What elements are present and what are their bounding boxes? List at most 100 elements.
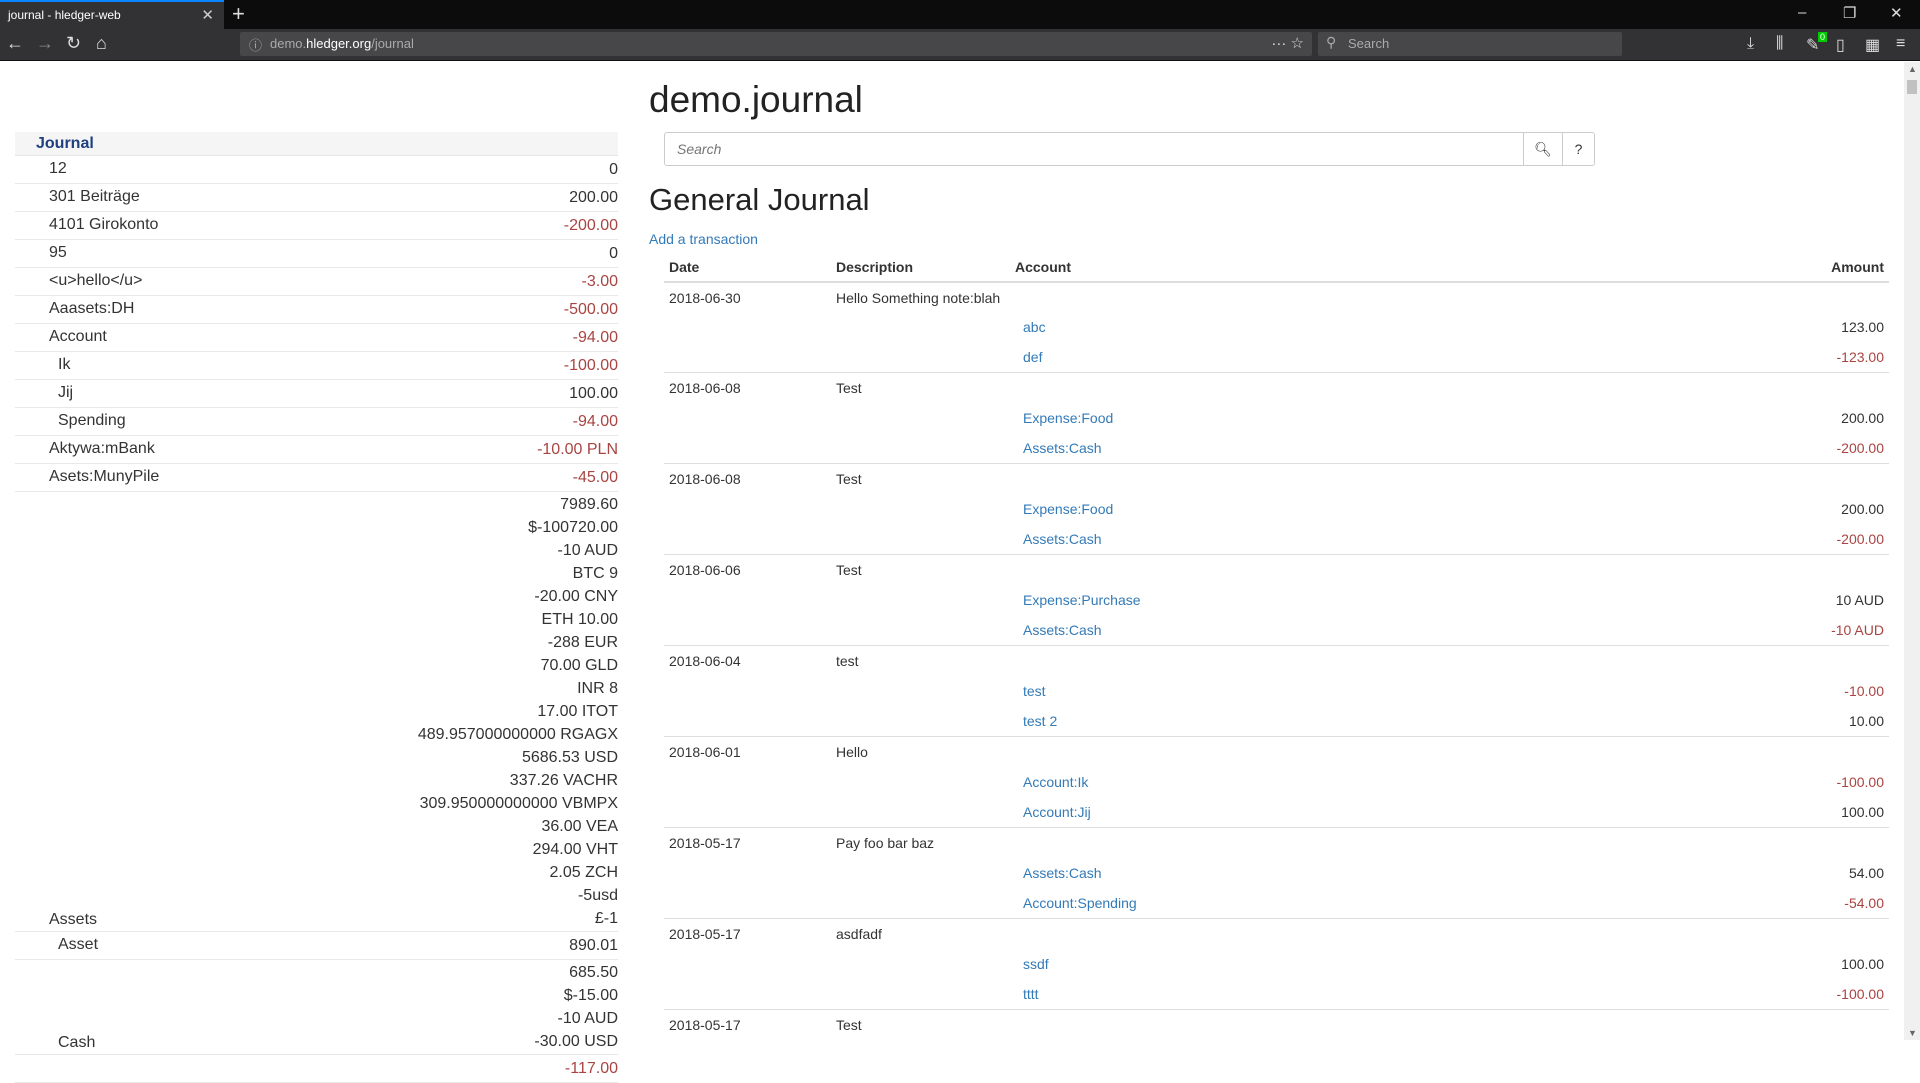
browser-tab[interactable]: journal - hledger-web ✕ bbox=[0, 0, 224, 29]
sidebar-balance: 0 bbox=[609, 240, 618, 267]
col-date: Date bbox=[664, 252, 831, 283]
posting-spacer bbox=[664, 676, 831, 706]
sidebar-account-link[interactable]: 95 bbox=[49, 244, 67, 261]
posting-row: Assets:Cash 54.00 bbox=[664, 858, 1889, 888]
help-button[interactable]: ? bbox=[1562, 133, 1594, 165]
scrollbar[interactable]: ▲ ▼ bbox=[1904, 62, 1920, 1040]
posting-account-link[interactable]: Expense:Purchase bbox=[1023, 592, 1141, 609]
posting-account-link[interactable]: Account:Jij bbox=[1023, 803, 1091, 820]
posting-account-link[interactable]: Assets:Cash bbox=[1023, 622, 1102, 639]
sidebar-account-row: 4101 Girokonto -200.00 bbox=[15, 212, 618, 240]
download-icon[interactable]: ⤓ bbox=[1747, 35, 1755, 52]
posting-spacer bbox=[664, 767, 831, 797]
restore-icon[interactable]: ❐ bbox=[1843, 5, 1857, 22]
sidebar-account-link[interactable]: Ik bbox=[58, 356, 71, 373]
posting-row: Expense:Food 200.00 bbox=[664, 494, 1889, 524]
balance-amount: £-1 bbox=[594, 910, 618, 927]
sidebar-account-link[interactable]: Asset bbox=[58, 936, 99, 953]
posting-account-link[interactable]: test 2 bbox=[1023, 713, 1058, 730]
balance-amount: -10 AUD bbox=[557, 542, 618, 559]
txn-description: asdfadf bbox=[831, 917, 1889, 949]
new-tab-icon[interactable]: + bbox=[232, 1, 245, 26]
posting-spacer bbox=[664, 433, 831, 463]
balance-amount: 489.957000000000 RGAGX bbox=[417, 726, 618, 743]
posting-account: test bbox=[1010, 676, 1610, 706]
posting-account-link[interactable]: Assets:Cash bbox=[1023, 531, 1102, 548]
library-icon[interactable]: ⫼ bbox=[1776, 35, 1784, 52]
transaction-row: 2018-06-08 Test bbox=[664, 463, 1889, 495]
add-transaction-link[interactable]: Add a transaction bbox=[649, 231, 758, 247]
txn-description: Hello bbox=[831, 735, 1889, 767]
txn-description: Test bbox=[831, 372, 1889, 404]
posting-spacer bbox=[664, 494, 831, 524]
back-icon[interactable]: ← bbox=[6, 33, 24, 53]
sidebar-account-link[interactable]: 12 bbox=[49, 160, 67, 177]
sidebar-account-link[interactable]: Aaasets:DH bbox=[49, 300, 135, 317]
reload-icon[interactable]: ↻ bbox=[66, 33, 82, 53]
sidebar-balance: 685.50 $-15.00 -10 AUD -30.00 USD bbox=[534, 960, 618, 1054]
scroll-up-icon[interactable]: ▲ bbox=[1908, 64, 1917, 74]
sidebar-account-link[interactable] bbox=[49, 1055, 58, 1082]
sidebar-account-link[interactable]: 301 Beiträge bbox=[49, 188, 140, 205]
home-icon[interactable]: ⌂ bbox=[96, 33, 107, 53]
sidebar-icon[interactable]: ▯ bbox=[1836, 37, 1845, 54]
forward-icon[interactable]: → bbox=[36, 33, 54, 53]
balance-amount: -94.00 bbox=[572, 329, 618, 346]
balance-amount: -94.00 bbox=[572, 413, 618, 430]
balance-amount: 0 bbox=[609, 245, 618, 262]
sidebar-account-row: Assets 7989.60 $-100720.00 -10 AUD BTC 9 -20.… bbox=[15, 492, 618, 932]
posting-account-link[interactable]: abc bbox=[1023, 319, 1046, 336]
posting-spacer bbox=[664, 524, 831, 554]
posting-row: def -123.00 bbox=[664, 343, 1889, 373]
posting-account-link[interactable]: Assets:Cash bbox=[1023, 440, 1102, 457]
posting-account-link[interactable]: Account:Spending bbox=[1023, 894, 1137, 911]
info-icon[interactable]: ⓘ bbox=[249, 38, 263, 53]
bookmark-star-icon[interactable]: ··· ☆ bbox=[1271, 35, 1304, 52]
sidebar-account-link[interactable]: Spending bbox=[58, 412, 126, 429]
url-bar[interactable]: ⓘ demo.hledger.org/journal ··· ☆ bbox=[240, 32, 1312, 56]
sidebar-account-link[interactable]: Jij bbox=[58, 384, 74, 401]
posting-account-link[interactable]: Assets:Cash bbox=[1023, 864, 1102, 881]
posting-account-link[interactable]: Account:Ik bbox=[1023, 773, 1089, 790]
posting-row: Assets:Cash -10 AUD bbox=[664, 615, 1889, 645]
sidebar-account-link[interactable]: Asets:MunyPile bbox=[49, 468, 160, 485]
posting-account-link[interactable]: Expense:Food bbox=[1023, 501, 1114, 518]
sidebar-account-link[interactable]: 4101 Girokonto bbox=[49, 216, 159, 233]
sidebar-account-link[interactable]: Cash bbox=[58, 1034, 96, 1051]
posting-amount: 200.00 bbox=[1841, 410, 1884, 427]
posting-account-link[interactable]: ssdf bbox=[1023, 955, 1049, 972]
posting-account-link[interactable]: Expense:Food bbox=[1023, 410, 1114, 427]
minimize-icon[interactable]: – bbox=[1798, 4, 1807, 21]
search-button[interactable]: 🔍︎ bbox=[1523, 133, 1562, 165]
txn-date: 2018-05-17 bbox=[664, 917, 831, 949]
extension-icon[interactable]: ✎ bbox=[1806, 37, 1820, 54]
sidebar-balance: 100.00 bbox=[569, 380, 618, 407]
posting-row: ssdf 100.00 bbox=[664, 949, 1889, 979]
sidebar-account-link[interactable]: Account bbox=[49, 328, 107, 345]
scroll-thumb[interactable] bbox=[1907, 80, 1917, 94]
balance-amount: -5usd bbox=[577, 887, 618, 904]
balance-amount: ETH 10.00 bbox=[541, 611, 618, 628]
posting-amount: -54.00 bbox=[1844, 894, 1884, 911]
posting-account-link[interactable]: test bbox=[1023, 683, 1046, 699]
posting-account: Assets:Cash bbox=[1010, 858, 1610, 888]
sidebar-account-link[interactable]: Aktywa:mBank bbox=[49, 440, 155, 457]
balance-amount: 337.26 VACHR bbox=[509, 772, 618, 789]
sidebar-journal-link[interactable]: Journal bbox=[15, 132, 618, 156]
posting-spacer bbox=[664, 312, 831, 342]
close-tab-icon[interactable]: ✕ bbox=[201, 7, 214, 24]
search-input[interactable] bbox=[665, 133, 1523, 165]
txn-description: Test bbox=[831, 463, 1889, 495]
menu-icon[interactable]: ≡ bbox=[1896, 35, 1906, 52]
web-search-box[interactable]: ⚲ Search bbox=[1318, 32, 1622, 56]
sidebar-account-link[interactable]: Assets bbox=[49, 911, 98, 928]
close-window-icon[interactable]: ✕ bbox=[1890, 5, 1903, 22]
sidebar-account-link[interactable]: <u>hello</u> bbox=[49, 272, 143, 289]
sidebar-account-row: Aktywa:mBank -10.00 PLN bbox=[15, 436, 618, 464]
posting-account-link[interactable]: def bbox=[1023, 349, 1043, 366]
containers-icon[interactable]: ▦ bbox=[1865, 37, 1881, 54]
posting-account-link[interactable]: tttt bbox=[1023, 985, 1039, 1002]
posting-spacer bbox=[831, 585, 1010, 615]
col-description: Description bbox=[831, 252, 1010, 283]
scroll-down-icon[interactable]: ▼ bbox=[1908, 1028, 1917, 1038]
